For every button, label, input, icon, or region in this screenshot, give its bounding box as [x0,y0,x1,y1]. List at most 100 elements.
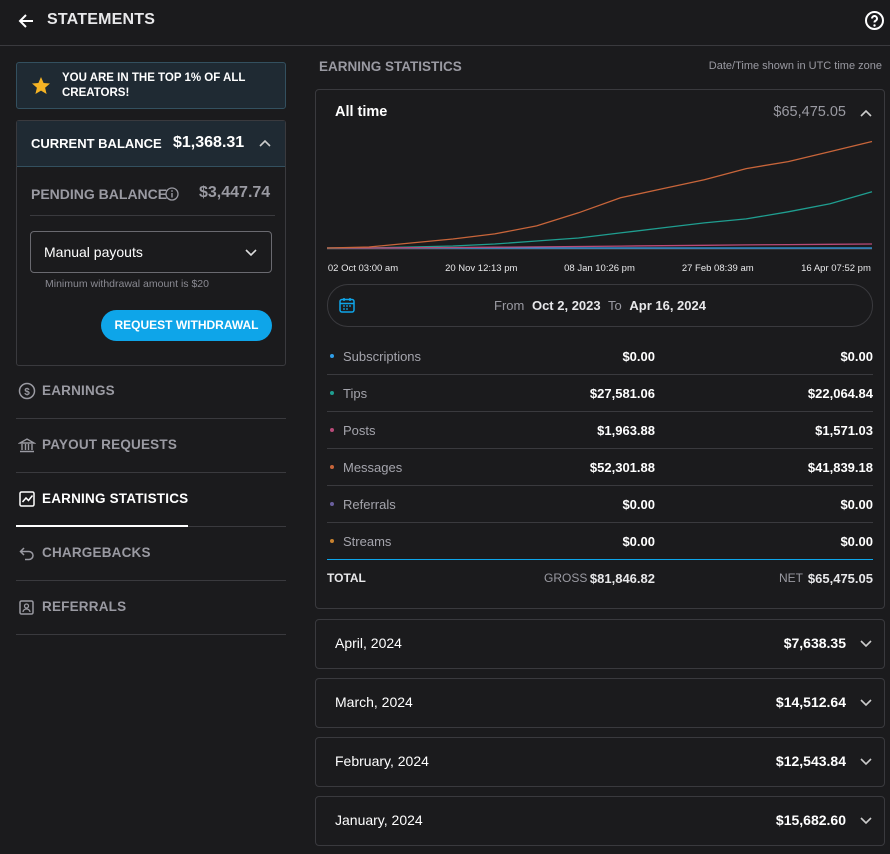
month-name: February, 2024 [335,753,429,769]
series-line [327,191,873,249]
help-icon[interactable] [864,10,885,31]
total-row: TOTAL GROSS $81,846.82 NET $65,475.05 [327,571,873,591]
timezone-note: Date/Time shown in UTC time zone [708,60,882,72]
earnings-row: Subscriptions $0.00 $0.00 [327,338,873,375]
x-tick-label: 27 Feb 08:39 am [682,263,754,274]
banner-text: YOU ARE IN THE TOP 1% OF ALL CREATORS! [62,72,246,99]
row-net: $1,571.03 [815,423,873,438]
month-item[interactable]: April, 2024 $7,638.35 [315,619,885,669]
row-name: Subscriptions [343,349,422,364]
month-item[interactable]: February, 2024 $12,543.84 [315,737,885,787]
nav-icon [19,491,35,507]
nav-icon [19,600,34,615]
back-icon[interactable] [16,11,36,31]
legend-dot [330,465,334,469]
row-net: $0.00 [840,534,873,549]
nav-label: PAYOUT REQUESTS [42,437,178,452]
nav-item[interactable]: REFERRALS [16,581,286,635]
chevron-down [245,249,257,257]
row-name: Posts [343,423,376,438]
nav-item[interactable]: $ EARNINGS [16,365,286,419]
earnings-chart: 02 Oct 03:00 am 20 Nov 12:13 pm 08 Jan 10:… [326,140,873,274]
chevron-down [860,817,872,825]
chevron-down [860,699,872,707]
row-net: $22,064.84 [807,386,873,401]
row-gross: $27,581.06 [589,386,655,401]
nav-icon: $ [18,382,36,400]
nav-label: CHARGEBACKS [42,545,151,560]
nav-label: REFERRALS [42,599,127,614]
date-range[interactable]: From Oct 2, 2023 To Apr 16, 2024 [327,284,873,327]
row-gross: $0.00 [622,534,655,549]
current-balance-label: CURRENT BALANCE [31,136,162,151]
period-total: $65,475.05 [773,104,846,120]
header-title: STATEMENTS [47,11,156,28]
chevron-down [860,758,872,766]
row-gross: $0.00 [622,349,655,364]
calendar-icon [339,298,355,313]
nav-active-underline [16,525,188,527]
stats-card: All time $65,475.05 02 Oct 03:00 am 20 No… [315,89,885,609]
to-date: Apr 16, 2024 [629,298,706,313]
nav-item[interactable]: EARNING STATISTICS [16,473,286,527]
section-title: EARNING STATISTICS [319,59,462,74]
earnings-row: Tips $27,581.06 $22,064.84 [327,375,873,412]
legend-dot [330,502,334,506]
x-tick-label: 02 Oct 03:00 am [328,263,398,274]
gross-label: GROSS [544,571,588,585]
month-item[interactable]: March, 2024 $14,512.64 [315,678,885,728]
row-name: Messages [343,460,403,475]
month-item[interactable]: January, 2024 $15,682.60 [315,796,885,846]
request-withdrawal-button[interactable]: REQUEST WITHDRAWAL [101,310,272,341]
from-label: From [494,298,525,313]
month-total: $7,638.35 [783,635,846,651]
legend-dot [330,391,334,395]
svg-text:$: $ [24,387,30,398]
series-line [327,243,873,249]
month-total: $14,512.64 [775,694,846,710]
pending-balance-value: $3,447.74 [199,184,271,201]
legend-dot [330,354,334,358]
balance-panel: CURRENT BALANCE $1,368.31 PENDING BALANC… [16,120,286,366]
nav-icon [19,547,34,561]
gross-total: $81,846.82 [589,571,655,586]
month-total: $15,682.60 [775,812,846,828]
x-tick-label: 20 Nov 12:13 pm [445,263,517,274]
row-gross: $0.00 [622,497,655,512]
payout-select[interactable]: Manual payouts [30,231,272,273]
row-gross: $52,301.88 [589,460,655,475]
legend-dot [330,539,334,543]
net-total: $65,475.05 [807,571,873,586]
month-name: January, 2024 [335,812,423,828]
row-name: Streams [343,534,392,549]
current-balance-value: $1,368.31 [173,134,245,151]
nav-icon [18,438,36,453]
legend-dot [330,428,334,432]
divider [30,215,275,216]
nav-label: EARNING STATISTICS [42,491,189,506]
to-label: To [608,298,622,313]
top-creator-banner: YOU ARE IN THE TOP 1% OF ALL CREATORS! [16,62,286,109]
total-label: TOTAL [327,571,366,585]
row-name: Tips [343,386,368,401]
nav-item[interactable]: CHARGEBACKS [16,527,286,581]
header: STATEMENTS [0,0,890,46]
earnings-row: Streams $0.00 $0.00 [327,523,873,559]
star-icon [32,77,50,94]
x-tick-label: 16 Apr 07:52 pm [801,263,871,274]
chevron-up[interactable] [858,105,874,121]
earnings-row: Referrals $0.00 $0.00 [327,486,873,523]
total-divider [327,559,873,560]
nav-item[interactable]: PAYOUT REQUESTS [16,419,286,473]
month-name: March, 2024 [335,694,413,710]
info-icon[interactable] [165,187,179,201]
row-net: $0.00 [840,349,873,364]
chevron-up [259,139,271,147]
row-net: $0.00 [840,497,873,512]
nav-label: EARNINGS [42,383,115,398]
current-balance[interactable]: CURRENT BALANCE $1,368.31 [17,121,285,167]
row-net: $41,839.18 [807,460,873,475]
month-name: April, 2024 [335,635,402,651]
net-label: NET [779,571,803,585]
